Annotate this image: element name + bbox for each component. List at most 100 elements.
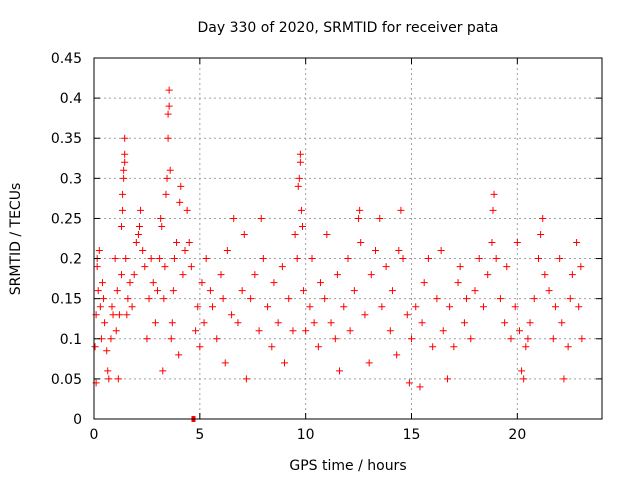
data-point [296, 158, 304, 166]
data-point [187, 263, 195, 271]
data-point [323, 230, 331, 238]
data-point [124, 295, 132, 303]
data-point [268, 343, 276, 351]
data-point [234, 319, 242, 327]
data-point [238, 287, 246, 295]
data-point [259, 255, 267, 263]
data-point [416, 383, 424, 391]
data-point [111, 255, 119, 263]
data-point [255, 327, 263, 335]
data-point [130, 271, 138, 279]
y-tick-label: 0.25 [51, 211, 82, 227]
data-point [167, 335, 175, 343]
data-point [408, 335, 415, 343]
data-point [160, 295, 168, 303]
data-point [175, 351, 183, 359]
data-point [139, 247, 147, 255]
data-point [302, 327, 310, 335]
data-point [564, 343, 572, 351]
data-point [298, 222, 306, 230]
data-point [471, 287, 479, 295]
data-point [382, 263, 390, 271]
data-point [526, 319, 534, 327]
data-point [223, 247, 231, 255]
data-point [511, 303, 519, 311]
data-point [560, 375, 568, 383]
data-point [537, 230, 545, 238]
data-point [240, 230, 248, 238]
data-point [91, 343, 99, 351]
data-point [168, 319, 176, 327]
data-point [141, 263, 149, 271]
data-point [405, 379, 413, 387]
data-point [157, 214, 165, 222]
data-point [568, 271, 576, 279]
data-point [132, 239, 140, 247]
data-point [169, 287, 177, 295]
data-point [475, 255, 483, 263]
data-point [340, 303, 348, 311]
data-point [496, 295, 504, 303]
data-point [566, 295, 574, 303]
data-point [356, 206, 364, 214]
data-point [454, 279, 462, 287]
data-point [297, 206, 305, 214]
data-point [143, 335, 151, 343]
y-tick-label: 0.15 [51, 292, 82, 308]
data-point [136, 222, 144, 230]
data-point [293, 255, 301, 263]
data-point [147, 255, 155, 263]
data-point [294, 182, 302, 190]
data-point [490, 190, 498, 198]
data-point [367, 271, 375, 279]
data-point [134, 230, 142, 238]
data-point [467, 335, 475, 343]
data-point [460, 319, 468, 327]
data-point [378, 303, 386, 311]
data-point [281, 359, 288, 367]
data-point [350, 287, 358, 295]
data-point [158, 222, 166, 230]
x-tick-label: 15 [403, 427, 421, 443]
axis-ticks: 0 5 10 15 20 0 0.05 0.1 0.15 0.2 0.25 0.3 0.35 0.4 0.4… [51, 51, 602, 443]
data-point [228, 311, 236, 319]
data-point [507, 335, 515, 343]
data-point [501, 319, 509, 327]
data-point [308, 255, 316, 263]
data-point [165, 102, 173, 110]
data-point [524, 335, 532, 343]
data-point [121, 158, 129, 166]
data-point [503, 263, 511, 271]
data-point [128, 303, 136, 311]
data-point [295, 174, 303, 182]
x-axis-label: GPS time / hours [289, 458, 406, 474]
data-point [489, 206, 497, 214]
x-tick-label: 5 [195, 427, 204, 443]
data-point [161, 263, 169, 271]
y-tick-label: 0 [73, 412, 82, 428]
data-point [109, 311, 117, 319]
data-point [289, 327, 297, 335]
data-point [551, 303, 559, 311]
data-point [170, 255, 178, 263]
data-point [196, 343, 204, 351]
data-point [388, 287, 396, 295]
data-point [285, 295, 293, 303]
data-point [118, 271, 126, 279]
data-point [399, 255, 407, 263]
x-tick-label: 10 [297, 427, 315, 443]
x-tick-label: 0 [90, 427, 99, 443]
data-point [154, 287, 161, 295]
data-point [217, 271, 225, 279]
data-point [420, 279, 428, 287]
data-point [247, 295, 255, 303]
data-points [91, 86, 586, 422]
y-tick-label: 0.3 [60, 171, 82, 187]
data-point [159, 367, 167, 375]
grid [94, 58, 602, 419]
data-point [162, 190, 170, 198]
data-point [321, 295, 329, 303]
chart-title: Day 330 of 2020, SRMTID for receiver pat… [198, 20, 499, 36]
data-point [209, 303, 217, 311]
